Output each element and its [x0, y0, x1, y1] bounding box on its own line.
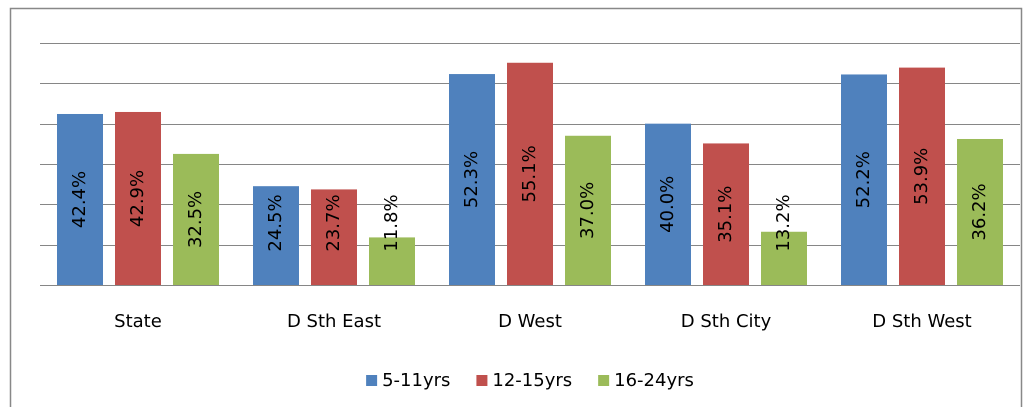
legend-item: 12-15yrs — [476, 370, 572, 391]
legend-label: 5-11yrs — [382, 370, 450, 391]
x-tick-label: D Sth West — [872, 311, 971, 332]
bar — [369, 237, 415, 285]
bar — [173, 153, 219, 285]
x-tick-label: D West — [498, 311, 562, 332]
bar — [253, 186, 299, 285]
value-label: 32.5% — [185, 191, 206, 248]
bar — [311, 189, 357, 285]
value-label: 11.8% — [381, 194, 402, 251]
value-label: 42.9% — [127, 170, 148, 227]
value-label: 36.2% — [969, 183, 990, 240]
bar — [703, 143, 749, 285]
legend-swatch — [366, 375, 378, 386]
bar — [115, 111, 161, 285]
value-label: 40.0% — [657, 176, 678, 233]
x-tick-label: D Sth City — [681, 311, 772, 332]
legend-label: 12-15yrs — [492, 370, 572, 391]
value-label: 53.9% — [911, 148, 932, 205]
value-label: 37.0% — [577, 182, 598, 239]
bar — [761, 231, 807, 285]
legend-label: 16-24yrs — [614, 370, 694, 391]
bar — [449, 74, 495, 285]
value-label: 35.1% — [715, 186, 736, 243]
legend-item: 5-11yrs — [366, 370, 450, 391]
bar — [957, 138, 1003, 285]
bar — [645, 123, 691, 286]
x-tick-label: D Sth East — [287, 311, 381, 332]
bar — [57, 113, 103, 285]
bar — [565, 135, 611, 285]
value-label: 23.7% — [323, 194, 344, 251]
legend-swatch — [598, 375, 610, 386]
chart-frame — [9, 7, 1023, 407]
legend-swatch — [476, 375, 488, 386]
bar — [841, 74, 887, 286]
value-label: 52.3% — [461, 151, 482, 208]
value-label: 13.2% — [773, 194, 794, 251]
value-label: 55.1% — [519, 145, 540, 202]
bar — [899, 67, 945, 285]
value-label: 42.4% — [69, 171, 90, 228]
legend-item: 16-24yrs — [598, 370, 694, 391]
x-tick-label: State — [114, 311, 162, 332]
value-label: 24.5% — [265, 194, 286, 251]
value-label: 52.2% — [853, 151, 874, 208]
bar — [507, 62, 553, 285]
